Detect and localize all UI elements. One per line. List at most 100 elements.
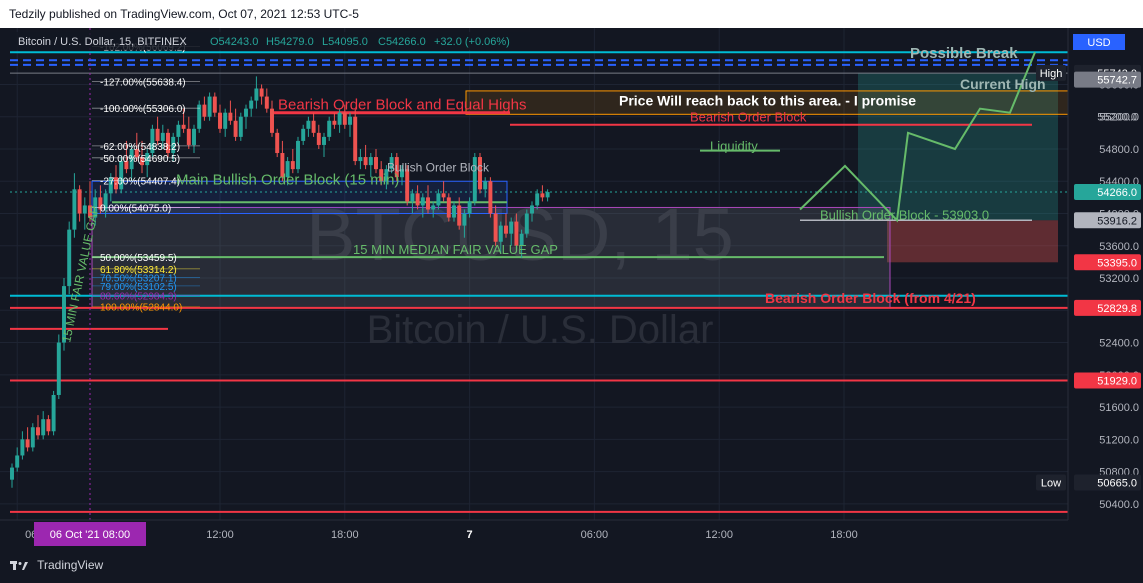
candle-body (103, 193, 108, 210)
candle-body (114, 177, 118, 190)
candle-body (202, 104, 207, 117)
candle-body (160, 132, 165, 141)
watermark-name: Bitcoin / U.S. Dollar (367, 308, 714, 352)
brand-name: TradingView (37, 558, 104, 572)
candle-body (62, 286, 66, 343)
annotation-label: 15 MIN MEDIAN FAIR VALUE GAP (353, 242, 558, 257)
price-chart[interactable]: BTCUSD, 15Bitcoin / U.S. Dollar-162.00%(… (0, 28, 1143, 548)
candle-body (249, 100, 254, 109)
time-highlight-label: 06 Oct '21 08:00 (50, 529, 130, 541)
fib-level-label: 79.00%(53102.5) (100, 282, 177, 293)
price-axis (1068, 28, 1143, 520)
candle-body (186, 128, 191, 145)
price-tick-label: 52400.0 (1099, 338, 1139, 350)
price-badge (1074, 299, 1141, 316)
price-badge-label: 53395.0 (1097, 257, 1137, 269)
candle-body (426, 197, 430, 210)
fib-level-label: 88.60%(52984.3) (100, 291, 177, 302)
candle-body (108, 177, 113, 194)
candle-body (540, 193, 545, 198)
candle-body (67, 229, 72, 287)
candle-body (467, 201, 472, 214)
candle-body (176, 124, 181, 137)
price-tag-bg (1036, 474, 1066, 491)
fib-level-label: -62.00%(54838.2) (100, 142, 180, 153)
price-badge-label: 54266.0 (1097, 187, 1137, 199)
annotation-label: Bearish Order Block (690, 110, 807, 125)
candle-body (504, 225, 508, 234)
candle-body (301, 128, 306, 141)
price-badge (1074, 254, 1141, 271)
time-tick-label: 7 (467, 529, 473, 541)
currency-label: USD (1087, 37, 1110, 49)
time-tick-label: 12:00 (206, 529, 234, 541)
price-badge-label: 50665.0 (1097, 477, 1137, 489)
candle-body (348, 116, 352, 125)
annotation-label: Main Bullish Order Block (15 min) (176, 172, 399, 189)
price-badge-label: 51929.0 (1097, 376, 1137, 388)
footer-bar: TradingView (0, 548, 1143, 583)
candle-body (358, 157, 363, 162)
candle-body (363, 157, 368, 166)
candle-body (41, 419, 46, 436)
candle-body (316, 132, 321, 145)
candle-body (140, 157, 144, 166)
candle-body (56, 342, 61, 395)
annotation-label: Bearish Order Block and Equal Highs (278, 97, 526, 114)
time-tick-label: 06:00 (581, 529, 609, 541)
candle-body (30, 427, 35, 448)
candle-body (488, 181, 493, 214)
fib-level-label: -127.00%(55638.4) (100, 77, 186, 88)
candle-body (394, 157, 399, 178)
candle-body (379, 169, 384, 182)
symbol-description: Bitcoin / U.S. Dollar, 15, BITFINEX (18, 36, 187, 48)
price-badge (1074, 71, 1141, 88)
publisher-bar: Tedzily published on TradingView.com, Oc… (0, 0, 1143, 28)
candle-body (254, 88, 259, 101)
candle-body (296, 140, 300, 170)
candle-body (77, 189, 82, 214)
price-badge (1074, 212, 1141, 229)
candle-body (452, 205, 456, 218)
candle-body (223, 112, 228, 129)
candle-body (332, 120, 337, 125)
candle-body (306, 120, 311, 129)
candle-body (514, 221, 519, 246)
price-tag-label: High (1040, 68, 1063, 80)
candle-body (322, 136, 326, 145)
candle-body (389, 157, 394, 170)
price-tick-label: 53600.0 (1099, 241, 1139, 253)
candle-body (98, 197, 103, 210)
fib-level-label: 100.00%(52844.0) (100, 303, 182, 314)
candle-body (311, 120, 316, 133)
candle-body (134, 148, 139, 158)
candle-body (509, 221, 514, 234)
candle-body (270, 108, 274, 133)
legend-bg (10, 32, 530, 50)
candle-body (431, 205, 436, 210)
target-zone (858, 72, 1058, 221)
annotation-label: Bearish Order Block (from 4/21) (765, 290, 976, 306)
tradingview-logo-icon (10, 560, 28, 570)
fib-level-label: -50.00%(54690.5) (100, 154, 180, 165)
candle-body (405, 169, 410, 202)
candle-body (228, 112, 233, 121)
fib-level-label: 0.00%(54075.0) (100, 203, 171, 214)
candle-body (420, 197, 425, 206)
candle-body (285, 161, 290, 178)
price-badge-label: 52829.8 (1097, 303, 1137, 315)
candle-body (342, 112, 347, 125)
time-tick-label: 18:00 (331, 529, 359, 541)
candle-body (545, 192, 550, 198)
ohlc-value: H54279.0 (266, 36, 314, 48)
fib-level-label: 70.50%(53207.1) (100, 273, 177, 284)
candle-body (155, 128, 160, 141)
candle-body (212, 96, 217, 113)
fib-level-label: -27.00%(54407.4) (100, 177, 180, 188)
candle-body (436, 193, 441, 206)
candle-body (280, 153, 285, 178)
candle-body (337, 112, 342, 125)
candle-body (51, 394, 56, 432)
price-tick-label: 50400.0 (1099, 499, 1139, 511)
fib-level-label: -100.00%(55306.0) (100, 104, 186, 115)
